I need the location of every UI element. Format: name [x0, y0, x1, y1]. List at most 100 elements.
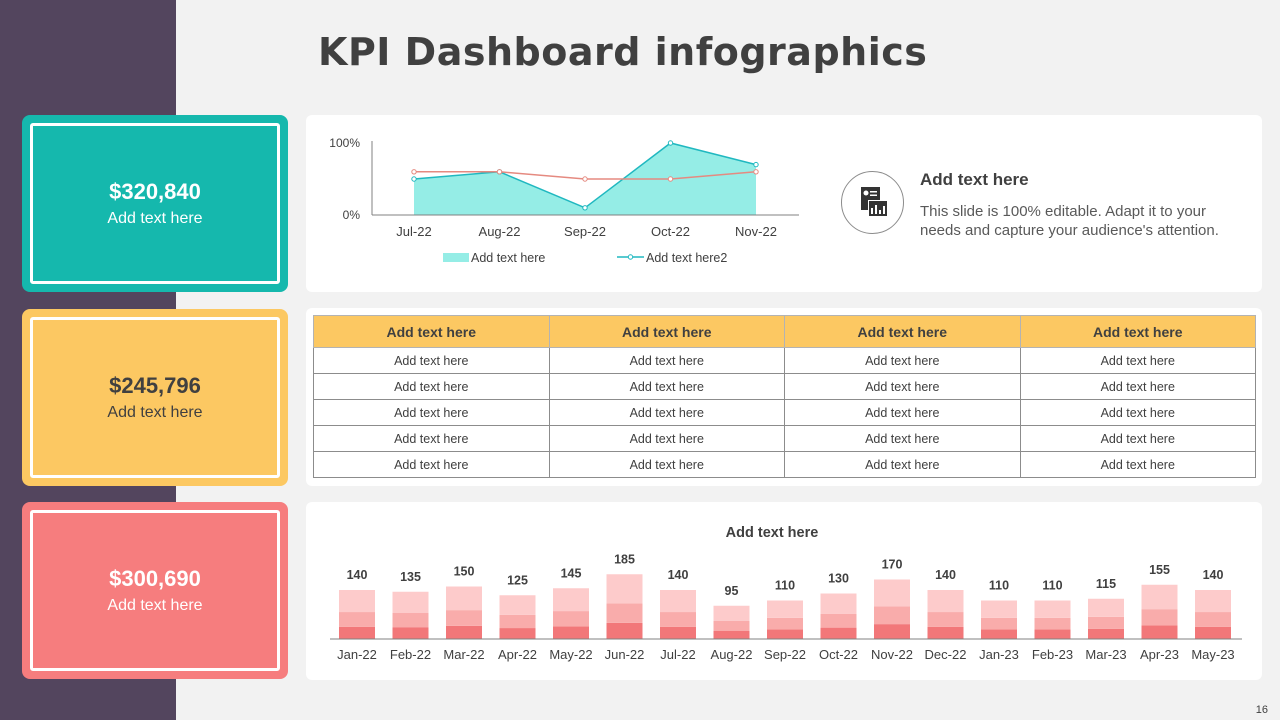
legend-swatch-area: [443, 253, 469, 262]
bar-segment: [820, 593, 857, 614]
line-series-point: [411, 169, 417, 175]
table-row: Add text here Add text here Add text her…: [313, 373, 1256, 400]
line-area-chart: 100% 0% Jul-22 Aug-22 Sep-22 Oct-22 Nov-22 Add …: [329, 136, 799, 265]
x-tick-label: Dec-22: [925, 647, 967, 662]
table-header-cell: Add text here: [1019, 315, 1256, 348]
kpi-card-2-frame: $245,796 Add text here: [30, 317, 280, 478]
bar-segment: [499, 595, 536, 615]
kpi-card-1: $320,840 Add text here: [22, 115, 288, 292]
bar-segment: [392, 627, 429, 639]
bar-value-label: 130: [828, 572, 849, 586]
kpi-value: $300,690: [109, 566, 201, 591]
bar-segment: [1034, 629, 1071, 639]
bar-segment: [339, 612, 375, 627]
x-tick-label: Feb-22: [390, 647, 431, 662]
bar-segment: [1034, 600, 1071, 618]
area-series-point: [411, 176, 417, 182]
bar-segment: [981, 629, 1017, 639]
table-cell: Add text here: [548, 451, 785, 478]
bar-value-label: 170: [882, 558, 903, 572]
bar-segment: [660, 590, 696, 613]
bar-segment: [553, 588, 589, 612]
x-tick-label: Apr-23: [1140, 647, 1179, 662]
bar-value-label: 150: [454, 565, 475, 579]
kpi-label: Add text here: [107, 597, 203, 614]
bar-segment: [1034, 617, 1071, 630]
kpi-value: $245,796: [109, 373, 201, 398]
x-tick-label: Feb-23: [1032, 647, 1073, 662]
table-card: Add text here Add text here Add text her…: [306, 308, 1262, 486]
bar-segment: [339, 590, 375, 613]
line-series-point: [496, 169, 503, 175]
bar-segment: [1141, 609, 1178, 626]
bar-value-label: 125: [507, 573, 528, 587]
bar-value-label: 115: [1096, 577, 1116, 591]
line-series-point: [582, 176, 588, 182]
table-cell: Add text here: [784, 451, 1021, 478]
legend-swatch-marker: [627, 254, 634, 260]
x-tick-label: Jul-22: [396, 224, 431, 239]
bar-value-label: 110: [1042, 579, 1062, 593]
bar-value-label: 185: [614, 552, 635, 566]
table-cell: Add text here: [784, 373, 1021, 400]
data-table: Add text here Add text here Add text her…: [313, 315, 1256, 478]
table-cell: Add text here: [548, 373, 785, 400]
bar-chart-card: Add text here 140 Jan-22 135 Feb-22 150 Mar-22…: [306, 502, 1262, 680]
table-cell: Add text here: [313, 373, 550, 400]
x-tick-label: Jan-23: [979, 647, 1019, 662]
table-row: Add text here Add text here Add text her…: [313, 347, 1256, 374]
bar-value-label: 110: [775, 579, 795, 593]
kpi-label: Add text here: [107, 404, 203, 421]
table-header-cell: Add text here: [313, 315, 550, 348]
x-tick-label: Mar-23: [1085, 647, 1126, 662]
table-cell: Add text here: [548, 399, 785, 426]
bar-segment: [874, 624, 910, 639]
bar-segment: [767, 617, 803, 630]
table-cell: Add text here: [1019, 451, 1256, 478]
line-series-point: [667, 176, 674, 182]
bar-segment: [927, 590, 964, 613]
bar-value-label: 140: [347, 568, 368, 582]
bar-segment: [1195, 612, 1231, 627]
table-cell: Add text here: [313, 347, 550, 374]
x-tick-label: Oct-22: [651, 224, 690, 239]
page-title: KPI Dashboard infographics: [318, 30, 928, 74]
table-cell: Add text here: [784, 425, 1021, 452]
bar-segment: [1141, 625, 1178, 639]
bar-segment: [1195, 626, 1231, 639]
table-row: Add text here Add text here Add text her…: [313, 425, 1256, 452]
line-series-point: [753, 169, 759, 175]
bar-segment: [713, 630, 750, 639]
bar-segment: [660, 612, 696, 627]
bar-value-label: 140: [1203, 568, 1224, 582]
area-series-fill: [414, 143, 756, 215]
table-cell: Add text here: [548, 347, 785, 374]
table-cell: Add text here: [1019, 399, 1256, 426]
x-tick-label: Nov-22: [735, 224, 777, 239]
bar-value-label: 145: [561, 566, 582, 580]
kpi-label: Add text here: [107, 210, 203, 227]
bar-segment: [606, 622, 643, 639]
table-header-cell: Add text here: [548, 315, 785, 348]
table-cell: Add text here: [548, 425, 785, 452]
x-tick-label: Apr-22: [498, 647, 537, 662]
x-tick-label: May-23: [1191, 647, 1234, 662]
table-row: Add text here Add text here Add text her…: [313, 451, 1256, 478]
bar-value-label: 140: [668, 568, 689, 582]
x-tick-label: May-22: [549, 647, 592, 662]
page-number: 16: [1255, 704, 1268, 716]
table-header-cell: Add text here: [784, 315, 1021, 348]
bar-segment: [713, 620, 750, 631]
y-tick-label: 100%: [329, 136, 360, 150]
area-series-point: [753, 161, 759, 168]
stacked-bar-chart: Add text here 140 Jan-22 135 Feb-22 150 Mar-22…: [330, 525, 1242, 662]
kpi-card-3-frame: $300,690 Add text here: [30, 510, 280, 671]
area-series-point: [667, 140, 674, 146]
bar-segment: [446, 610, 482, 626]
x-tick-label: Jun-22: [605, 647, 645, 662]
bar-segment: [553, 611, 589, 627]
bar-segment: [874, 606, 910, 625]
bar-segment: [1088, 628, 1124, 639]
bar-segment: [660, 626, 696, 639]
bar-segment: [392, 613, 429, 628]
